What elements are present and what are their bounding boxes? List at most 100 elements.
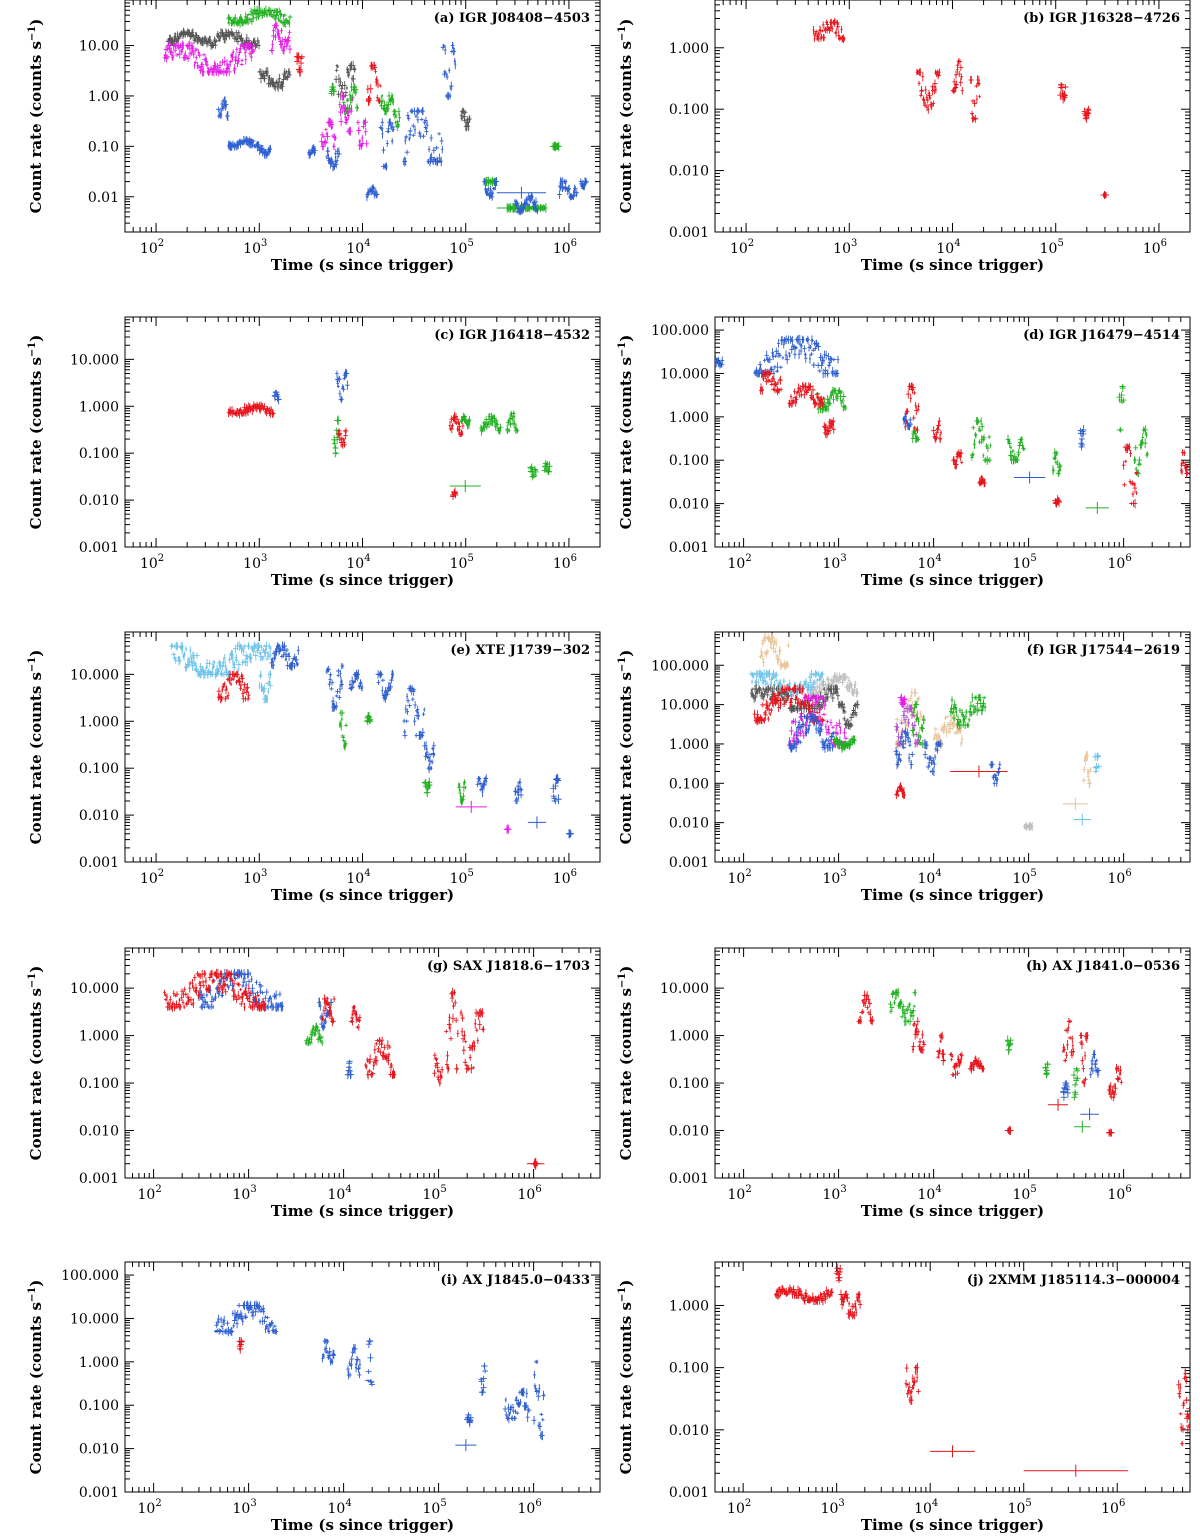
data-point bbox=[368, 1382, 375, 1387]
data-point bbox=[296, 645, 300, 655]
data-point bbox=[333, 451, 340, 455]
data-point bbox=[178, 997, 181, 1003]
data-point bbox=[330, 120, 335, 130]
data-point bbox=[237, 1346, 244, 1351]
data-point bbox=[960, 741, 963, 747]
data-point bbox=[277, 73, 281, 84]
data-point bbox=[426, 780, 433, 790]
data-point bbox=[351, 60, 355, 71]
data-point bbox=[287, 68, 291, 76]
data-point bbox=[321, 1039, 324, 1047]
data-point bbox=[532, 468, 539, 472]
data-point bbox=[358, 1359, 362, 1370]
data-point bbox=[1132, 483, 1138, 493]
data-point bbox=[281, 643, 285, 652]
plot-frame-f bbox=[714, 631, 1191, 863]
data-point bbox=[404, 719, 409, 723]
data-point bbox=[789, 726, 794, 736]
data-point bbox=[518, 778, 522, 787]
data-point bbox=[337, 152, 342, 156]
data-point bbox=[261, 70, 266, 77]
data-point bbox=[237, 54, 240, 63]
x-tick-label: 104 bbox=[327, 1498, 351, 1517]
data-point bbox=[793, 349, 797, 359]
data-point bbox=[341, 386, 346, 393]
data-point bbox=[346, 110, 350, 121]
data-point bbox=[555, 777, 562, 784]
data-point bbox=[203, 669, 208, 676]
data-point bbox=[1061, 90, 1068, 101]
data-point bbox=[1087, 769, 1091, 774]
data-point bbox=[936, 422, 942, 429]
data-point bbox=[437, 132, 441, 136]
data-point bbox=[390, 137, 394, 145]
data-point bbox=[244, 18, 250, 23]
data-point bbox=[977, 439, 982, 445]
data-point bbox=[353, 64, 356, 73]
data-point bbox=[750, 679, 754, 684]
data-point bbox=[1072, 1082, 1079, 1088]
x-tick-label: 105 bbox=[450, 238, 474, 257]
y-tick-label: 0.100 bbox=[669, 776, 709, 792]
x-tick-label: 106 bbox=[553, 868, 577, 887]
data-point bbox=[239, 647, 245, 651]
data-point bbox=[1007, 439, 1012, 449]
series-blue bbox=[271, 368, 350, 405]
data-point bbox=[764, 350, 769, 361]
data-point bbox=[822, 357, 826, 364]
series-red bbox=[226, 401, 465, 500]
data-point bbox=[952, 714, 958, 721]
data-point bbox=[802, 389, 807, 399]
data-point bbox=[751, 693, 756, 699]
data-point bbox=[367, 718, 374, 725]
data-point bbox=[481, 1362, 488, 1370]
error-bar bbox=[1080, 1108, 1099, 1121]
error-bar bbox=[455, 1439, 477, 1452]
x-tick-label: 105 bbox=[1012, 868, 1036, 887]
data-point bbox=[814, 682, 820, 691]
data-point bbox=[186, 28, 191, 37]
data-point bbox=[324, 127, 328, 132]
data-point bbox=[1141, 433, 1144, 442]
y-tick-label: 0.100 bbox=[669, 1076, 709, 1092]
x-axis-label: Time (s since trigger) bbox=[271, 1202, 454, 1220]
data-point bbox=[266, 694, 269, 704]
data-point bbox=[980, 417, 983, 426]
data-point bbox=[168, 995, 172, 1004]
data-point bbox=[285, 74, 290, 81]
data-point bbox=[463, 1040, 468, 1044]
data-point bbox=[197, 51, 202, 59]
data-point bbox=[901, 695, 908, 705]
data-layer bbox=[163, 968, 545, 1170]
data-point bbox=[183, 1005, 186, 1009]
data-point bbox=[1145, 451, 1149, 457]
series-red bbox=[236, 1336, 245, 1354]
data-point bbox=[404, 134, 409, 140]
data-point bbox=[508, 428, 511, 433]
data-point bbox=[336, 154, 340, 159]
y-axis-label: Count rate (counts s−1) bbox=[617, 650, 635, 845]
data-point bbox=[1059, 468, 1062, 472]
data-point bbox=[448, 1036, 454, 1042]
series-blue bbox=[216, 42, 590, 216]
data-point bbox=[266, 67, 269, 77]
data-point bbox=[769, 643, 773, 651]
data-point bbox=[255, 647, 260, 654]
y-tick-label: 0.001 bbox=[669, 540, 709, 556]
data-point bbox=[248, 653, 253, 663]
data-point bbox=[910, 434, 915, 444]
data-point bbox=[814, 29, 819, 34]
y-tick-label: 0.100 bbox=[669, 453, 709, 469]
x-tick-label: 103 bbox=[243, 553, 267, 572]
data-point bbox=[834, 722, 840, 729]
data-point bbox=[462, 109, 468, 115]
data-point bbox=[350, 93, 355, 102]
data-point bbox=[374, 77, 378, 87]
data-point bbox=[297, 67, 304, 77]
data-point bbox=[760, 702, 766, 708]
data-point bbox=[385, 140, 389, 147]
data-point bbox=[845, 675, 849, 680]
data-point bbox=[293, 653, 296, 661]
data-point bbox=[511, 410, 516, 417]
data-point bbox=[451, 1003, 456, 1010]
